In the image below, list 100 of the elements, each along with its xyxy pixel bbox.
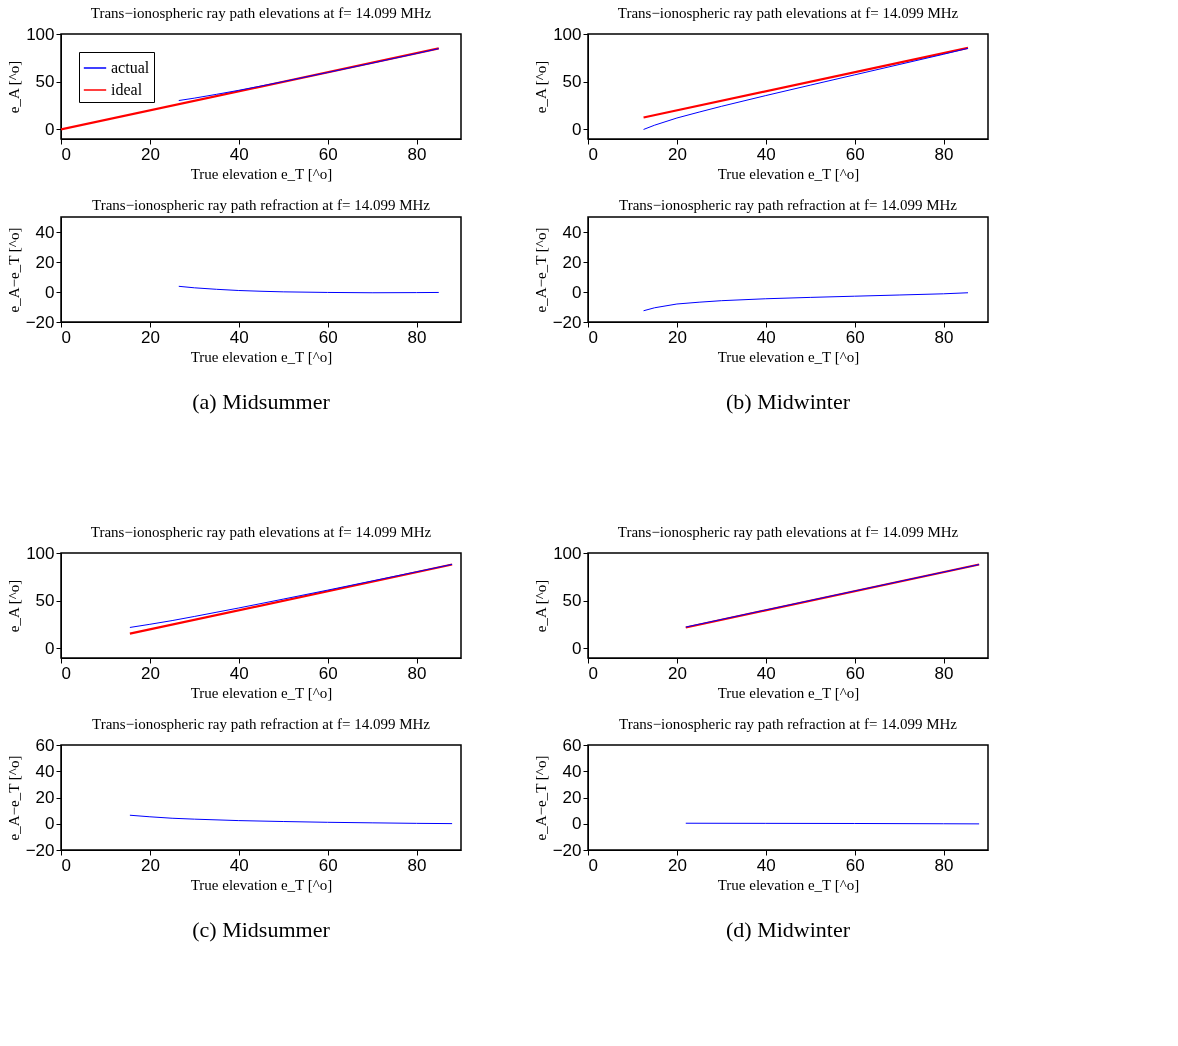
chart-title: Trans−ionospheric ray path elevations at f= 14.099 MHz	[617, 5, 959, 21]
y-tick-label: 40	[562, 222, 582, 242]
x-tick-label: 60	[318, 144, 338, 164]
legend-label: actual	[111, 59, 150, 76]
x-axis-title: True elevation e_T [^o]	[717, 684, 860, 701]
y-tick-label: 20	[562, 788, 582, 807]
line-series	[129, 814, 453, 825]
y-axis-title: e_A [^o]	[533, 60, 550, 114]
y-tick-label: 50	[562, 72, 582, 92]
x-tick-label: 20	[140, 144, 160, 164]
x-tick-label: 80	[934, 144, 954, 164]
x-tick-label: 40	[756, 855, 776, 875]
text: (d) Midwinter	[725, 917, 851, 942]
x-axis-title: True elevation e_T [^o]	[190, 165, 333, 182]
chart-title: Trans−ionospheric ray path refraction at f= 14.099 MHz	[619, 716, 958, 732]
y-tick-label: 50	[562, 591, 582, 611]
y-tick-label: 40	[35, 761, 55, 781]
y-tick-label: −20	[552, 840, 582, 860]
x-axis-title: True elevation e_T [^o]	[190, 348, 333, 365]
x-tick-label: 20	[667, 855, 687, 875]
y-tick-label: 20	[35, 788, 55, 807]
y-axis-title: e_A−e_T [^o]	[5, 755, 22, 841]
x-tick-label: 60	[318, 663, 338, 683]
y-axis-title: e_A−e_T [^o]	[532, 755, 549, 841]
y-axis-title: e_A [^o]	[6, 579, 23, 633]
y-tick-label: −20	[552, 312, 582, 332]
y-tick-label: 40	[35, 222, 55, 242]
y-axis-title: e_A [^o]	[533, 579, 550, 633]
y-tick-label: −20	[25, 312, 55, 332]
y-tick-label: 0	[572, 282, 582, 302]
x-tick-label: 0	[61, 144, 71, 164]
x-tick-label: 80	[407, 663, 427, 683]
x-tick-label: 60	[318, 855, 338, 875]
chart-title: Trans−ionospheric ray path elevations at f= 14.099 MHz	[90, 524, 432, 540]
x-tick-label: 0	[588, 144, 598, 164]
x-tick-label: 60	[845, 144, 865, 164]
x-tick-label: 80	[934, 327, 954, 347]
y-tick-label: 60	[562, 735, 582, 755]
y-tick-label: 20	[35, 252, 55, 272]
chart-title: Trans−ionospheric ray path elevations at f= 14.099 MHz	[90, 5, 432, 21]
line-series	[643, 292, 969, 312]
x-tick-label: 40	[229, 327, 249, 347]
chart-title: Trans−ionospheric ray path elevations at f= 14.099 MHz	[617, 524, 959, 540]
y-tick-label: 0	[45, 638, 55, 658]
y-axis-title: e_A−e_T [^o]	[5, 227, 22, 313]
x-axis-title: True elevation e_T [^o]	[190, 876, 333, 893]
x-tick-label: 20	[140, 663, 160, 683]
line-series	[178, 285, 440, 294]
y-axis-title: e_A [^o]	[6, 60, 23, 114]
x-tick-label: 40	[756, 144, 776, 164]
x-tick-label: 40	[756, 663, 776, 683]
x-tick-label: 80	[407, 855, 427, 875]
y-tick-label: 50	[35, 72, 55, 92]
x-tick-label: 0	[588, 663, 598, 683]
x-tick-label: 60	[845, 327, 865, 347]
legend-label: ideal	[111, 81, 143, 98]
chart-title: Trans−ionospheric ray path refraction at f= 14.099 MHz	[92, 197, 431, 213]
chart-title: Trans−ionospheric ray path refraction at f= 14.099 MHz	[92, 716, 431, 732]
text: (a) Midsummer	[192, 389, 331, 414]
y-tick-label: 100	[26, 543, 55, 563]
x-tick-label: 20	[140, 327, 160, 347]
x-axis-title: True elevation e_T [^o]	[717, 348, 860, 365]
y-tick-label: 0	[572, 814, 582, 834]
x-axis-title: True elevation e_T [^o]	[190, 684, 333, 701]
text: (c) Midsummer	[192, 917, 331, 942]
y-tick-label: 0	[45, 282, 55, 302]
x-tick-label: 60	[845, 663, 865, 683]
y-tick-label: −20	[25, 840, 55, 860]
y-axis-title: e_A−e_T [^o]	[532, 227, 549, 313]
x-tick-label: 20	[667, 144, 687, 164]
x-axis-title: True elevation e_T [^o]	[717, 876, 860, 893]
line-series	[178, 48, 440, 102]
y-tick-label: 20	[562, 252, 582, 272]
y-tick-label: 50	[35, 591, 55, 611]
y-tick-label: 60	[35, 735, 55, 755]
x-tick-label: 20	[140, 855, 160, 875]
y-tick-label: 0	[572, 119, 582, 139]
y-tick-label: 100	[553, 24, 582, 44]
x-tick-label: 20	[667, 327, 687, 347]
y-tick-label: 0	[45, 814, 55, 834]
y-tick-label: 40	[562, 761, 582, 781]
x-tick-label: 0	[588, 855, 598, 875]
x-tick-label: 40	[229, 855, 249, 875]
x-tick-label: 80	[934, 855, 954, 875]
y-tick-label: 0	[45, 119, 55, 139]
x-tick-label: 0	[61, 327, 71, 347]
x-tick-label: 40	[229, 144, 249, 164]
x-tick-label: 80	[407, 144, 427, 164]
x-tick-label: 40	[756, 327, 776, 347]
x-tick-label: 40	[229, 663, 249, 683]
y-tick-label: 0	[572, 638, 582, 658]
x-tick-label: 0	[61, 663, 71, 683]
x-tick-label: 0	[588, 327, 598, 347]
x-tick-label: 60	[318, 327, 338, 347]
text: (b) Midwinter	[725, 389, 851, 414]
x-tick-label: 0	[61, 855, 71, 875]
x-axis-title: True elevation e_T [^o]	[717, 165, 860, 182]
chart-title: Trans−ionospheric ray path refraction at f= 14.099 MHz	[619, 197, 958, 213]
y-tick-label: 100	[553, 543, 582, 563]
y-tick-label: 100	[26, 24, 55, 44]
